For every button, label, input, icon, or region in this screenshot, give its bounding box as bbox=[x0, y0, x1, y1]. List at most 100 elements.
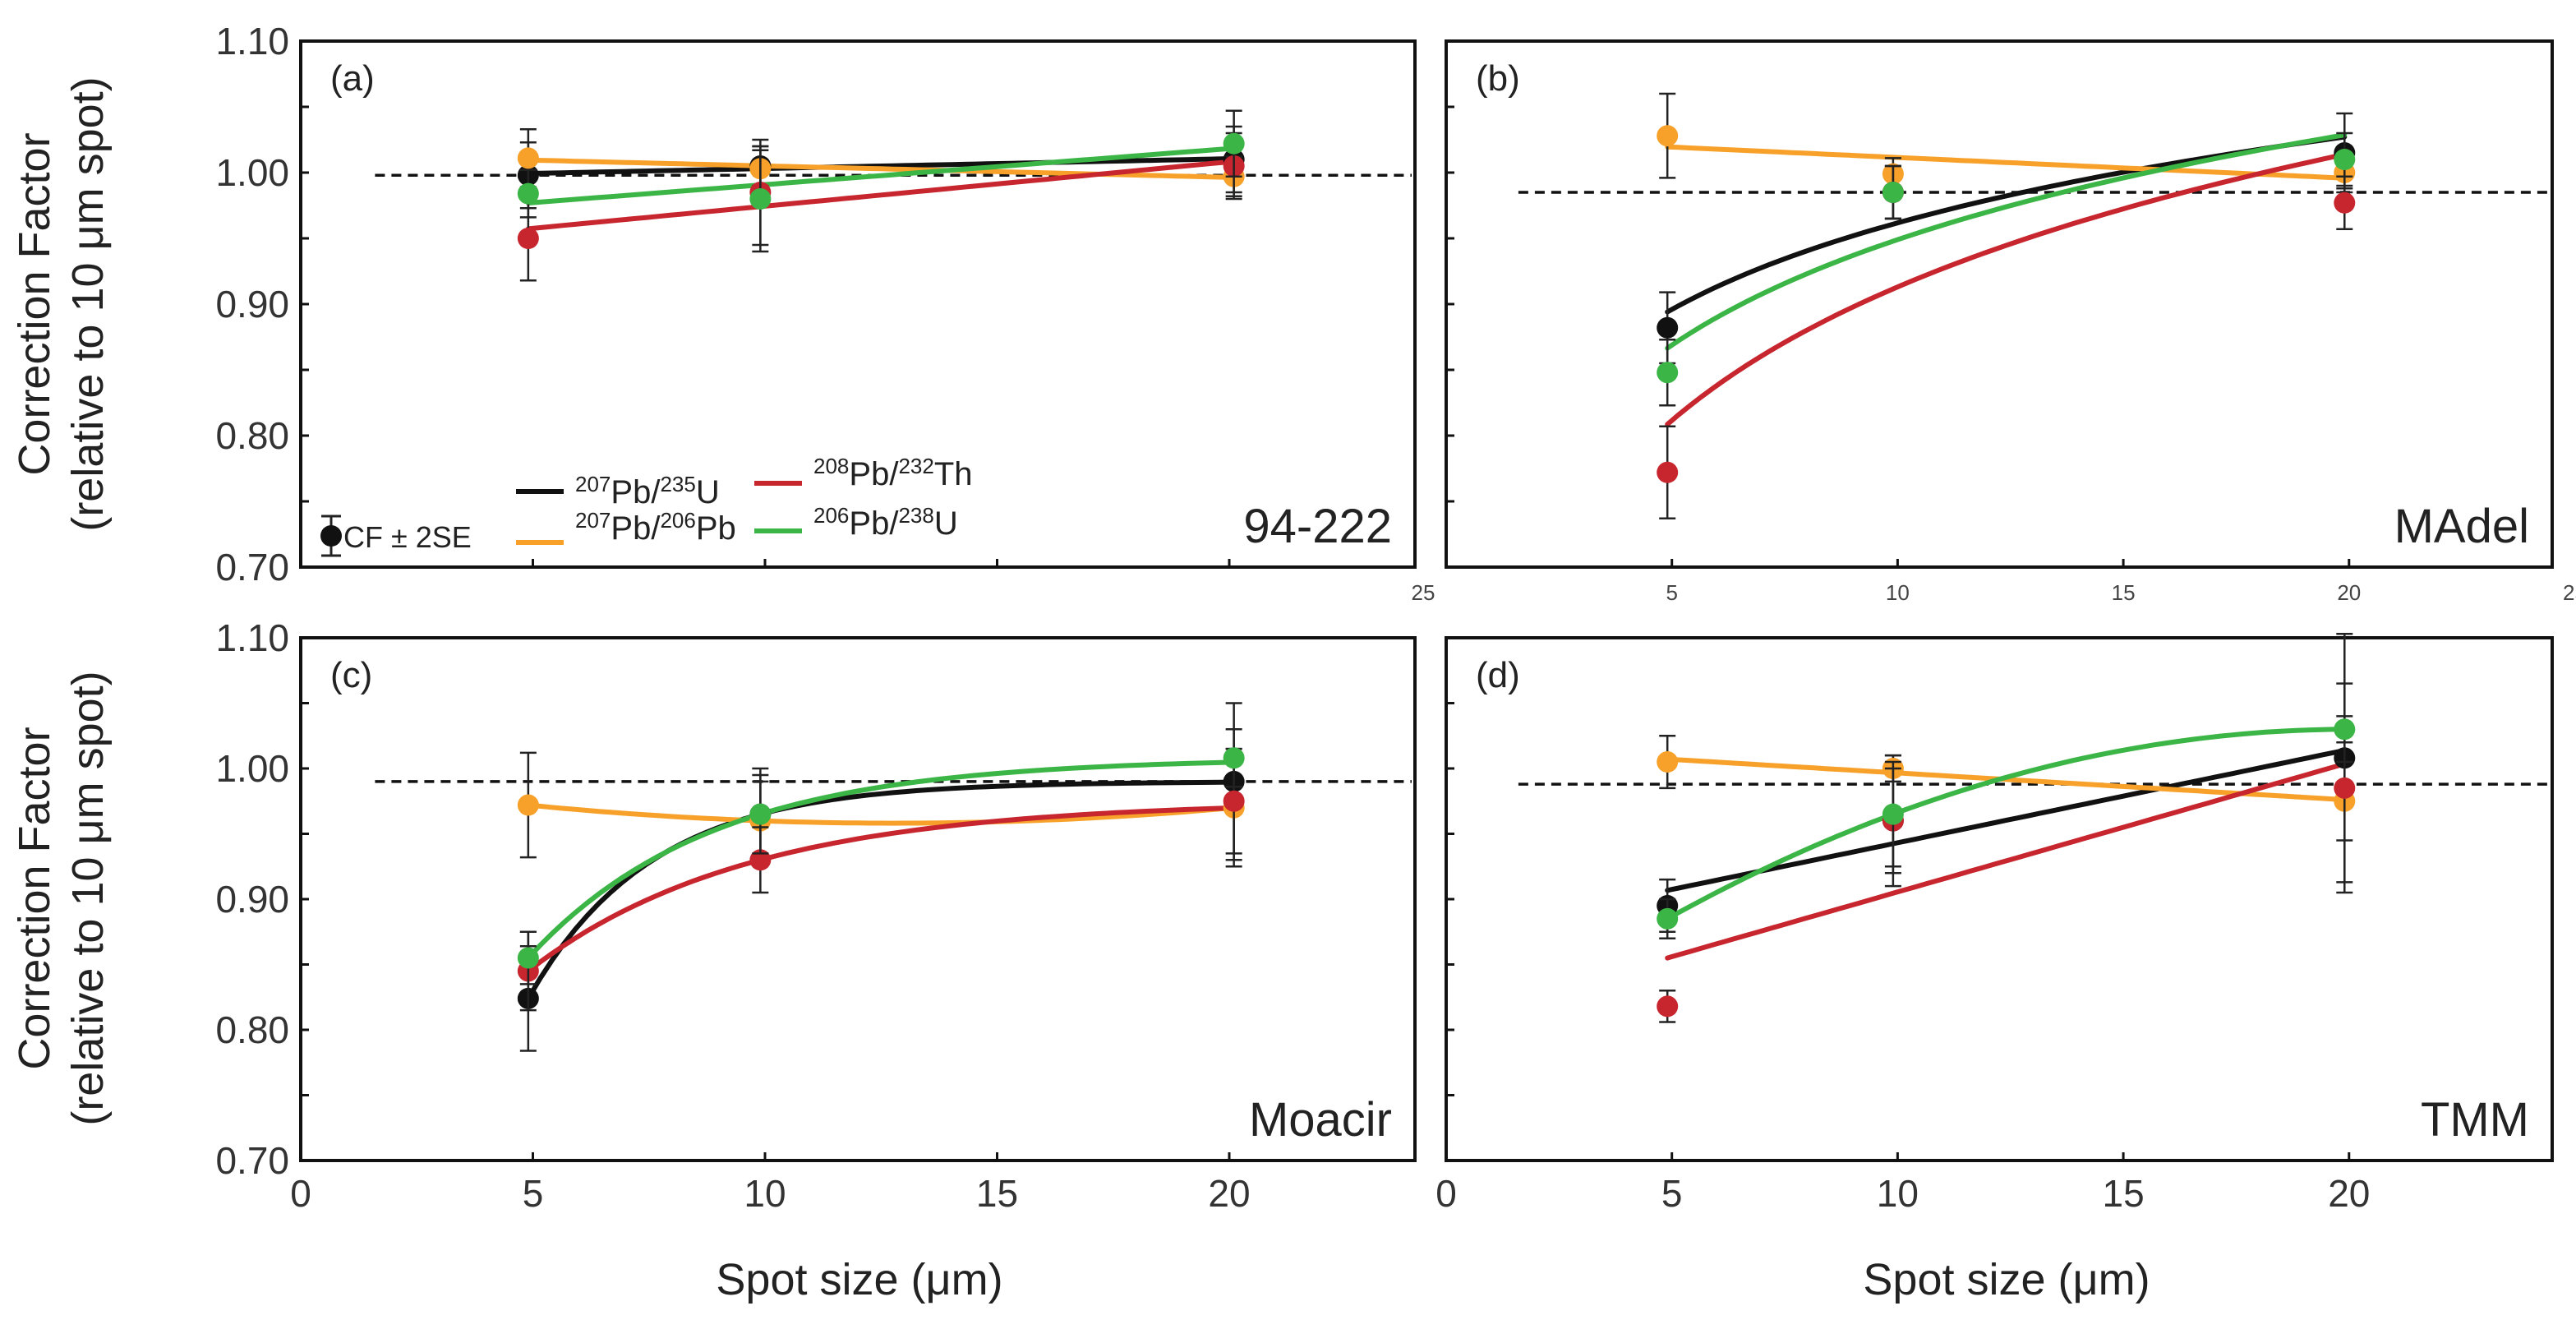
legend-iso: 238 bbox=[898, 503, 933, 528]
data-point bbox=[1657, 461, 1679, 483]
legend-iso: 206 bbox=[813, 503, 849, 528]
data-point bbox=[1882, 182, 1904, 203]
fit-line bbox=[525, 159, 1237, 232]
plot-frame bbox=[299, 636, 1417, 1162]
data-point bbox=[749, 803, 772, 825]
x-tick-label-small: 25 bbox=[1412, 580, 1435, 605]
x-tick-label-small: 10 bbox=[1886, 580, 1910, 605]
panel-a: 0.70 0.80 0.90 1.00 1.10 25 (a) 94-222 bbox=[215, 20, 1435, 605]
data-point bbox=[2334, 192, 2356, 214]
data-point bbox=[517, 794, 539, 816]
panels: 0.70 0.80 0.90 1.00 1.10 25 (a) 94-222 5 10 15 20 25… bbox=[215, 20, 2576, 1215]
data-point bbox=[2334, 777, 2356, 799]
x-tick-label: 15 bbox=[976, 1172, 1018, 1215]
plot-frame bbox=[1445, 636, 2554, 1162]
y-axis-title-top-line2: (relative to 10 μm spot) bbox=[63, 76, 113, 531]
y-tick-label: 1.00 bbox=[215, 151, 289, 194]
panel-label: (a) bbox=[330, 58, 375, 99]
sample-label: Moacir bbox=[1249, 1093, 1392, 1147]
x-tick-label: 20 bbox=[2328, 1172, 2370, 1215]
legend-iso: 207 bbox=[575, 472, 611, 496]
data-point bbox=[1223, 132, 1245, 155]
legend-el: U bbox=[934, 505, 958, 542]
data-point bbox=[517, 147, 539, 169]
data-point bbox=[1223, 790, 1245, 812]
fit-line bbox=[525, 156, 1237, 177]
fit-line bbox=[525, 805, 1237, 974]
x-tick-label-small: 25 bbox=[2563, 580, 2576, 605]
data-point bbox=[517, 947, 539, 969]
x-tick-label: 0 bbox=[290, 1172, 311, 1215]
legend-iso: 208 bbox=[813, 454, 849, 478]
y-tick-label: 0.70 bbox=[215, 546, 289, 588]
panel-c: 0.70 0.80 0.90 1.00 1.10 0 5 10 15 20 (c) Moacir bbox=[215, 616, 1417, 1215]
legend: CF ± 2SE 207Pb/235U 208Pb/232Th 207Pb/20… bbox=[320, 454, 973, 557]
legend-iso: 206 bbox=[660, 508, 695, 533]
panel-label: (d) bbox=[1476, 655, 1520, 695]
panel-label: (b) bbox=[1476, 58, 1520, 99]
y-axis-title-top-line1: Correction Factor bbox=[10, 132, 59, 475]
sample-label: 94-222 bbox=[1243, 500, 1392, 553]
y-tick-label: 1.00 bbox=[215, 747, 289, 790]
x-tick-label: 10 bbox=[744, 1172, 786, 1215]
y-tick-label: 1.10 bbox=[215, 20, 289, 62]
data-point bbox=[1657, 316, 1679, 339]
legend-entry-208pb-232th: 208Pb/232Th bbox=[754, 454, 973, 492]
svg-text:207Pb/235U: 207Pb/235U bbox=[575, 472, 720, 510]
panel-b: 5 10 15 20 25 (b) MAdel bbox=[1445, 39, 2576, 605]
data-point bbox=[749, 849, 772, 871]
legend-entry-207pb-235u: 207Pb/235U bbox=[516, 472, 720, 510]
y-axis-title-bottom-line1: Correction Factor bbox=[10, 727, 59, 1069]
svg-text:208Pb/232Th: 208Pb/232Th bbox=[813, 454, 973, 492]
y-tick-label: 0.90 bbox=[215, 283, 289, 325]
legend-el: U bbox=[696, 474, 720, 510]
data-point bbox=[1657, 362, 1679, 384]
data-point bbox=[1882, 803, 1904, 825]
x-tick-label-small: 15 bbox=[2112, 580, 2136, 605]
y-tick-label: 0.80 bbox=[215, 414, 289, 457]
legend-iso: 235 bbox=[660, 472, 695, 496]
fit-line bbox=[525, 145, 1237, 205]
data-point bbox=[517, 228, 539, 249]
x-tick-label: 5 bbox=[1661, 1172, 1683, 1215]
x-axis-title-right: Spot size (μm) bbox=[1863, 1255, 2150, 1304]
data-point bbox=[2334, 718, 2356, 741]
legend-el: Pb bbox=[849, 456, 889, 492]
x-axis-title-left: Spot size (μm) bbox=[716, 1255, 1002, 1304]
data-point bbox=[517, 182, 539, 205]
data-point bbox=[1657, 751, 1679, 773]
svg-text:207Pb/206Pb: 207Pb/206Pb bbox=[575, 508, 736, 547]
fit-line bbox=[1665, 748, 2348, 893]
fit-line bbox=[1665, 151, 2348, 427]
data-point bbox=[1223, 747, 1245, 769]
data-point bbox=[2334, 149, 2356, 170]
x-tick-label: 15 bbox=[2102, 1172, 2144, 1215]
y-tick-label: 1.10 bbox=[215, 616, 289, 659]
legend-el: Th bbox=[934, 456, 973, 492]
y-tick-label: 0.70 bbox=[215, 1139, 289, 1182]
x-tick-label: 10 bbox=[1877, 1172, 1919, 1215]
fit-line bbox=[1665, 144, 2348, 181]
legend-el: Pb bbox=[611, 510, 651, 547]
fit-line bbox=[525, 759, 1237, 961]
fit-line bbox=[1665, 761, 2348, 961]
x-tick-label: 20 bbox=[1208, 1172, 1250, 1215]
legend-el: Pb bbox=[696, 510, 736, 547]
plot-frame bbox=[1445, 39, 2554, 569]
legend-el: Pb bbox=[611, 474, 651, 510]
data-point bbox=[1657, 995, 1679, 1018]
svg-text:206Pb/238U: 206Pb/238U bbox=[813, 503, 958, 542]
x-tick-label: 5 bbox=[523, 1172, 544, 1215]
y-tick-label: 0.80 bbox=[215, 1008, 289, 1051]
legend-iso: 207 bbox=[575, 508, 611, 533]
legend-cf-marker bbox=[320, 515, 342, 557]
data-point bbox=[1657, 907, 1679, 930]
legend-entry-206pb-238u: 206Pb/238U bbox=[754, 503, 958, 542]
legend-entry-207pb-206pb: 207Pb/206Pb bbox=[516, 508, 736, 547]
legend-cf-label: CF ± 2SE bbox=[343, 520, 472, 554]
sample-label: MAdel bbox=[2394, 500, 2529, 553]
sample-label: TMM bbox=[2421, 1093, 2529, 1147]
x-tick-label-small: 20 bbox=[2337, 580, 2361, 605]
data-point bbox=[1657, 125, 1679, 147]
y-tick-label: 0.90 bbox=[215, 878, 289, 921]
